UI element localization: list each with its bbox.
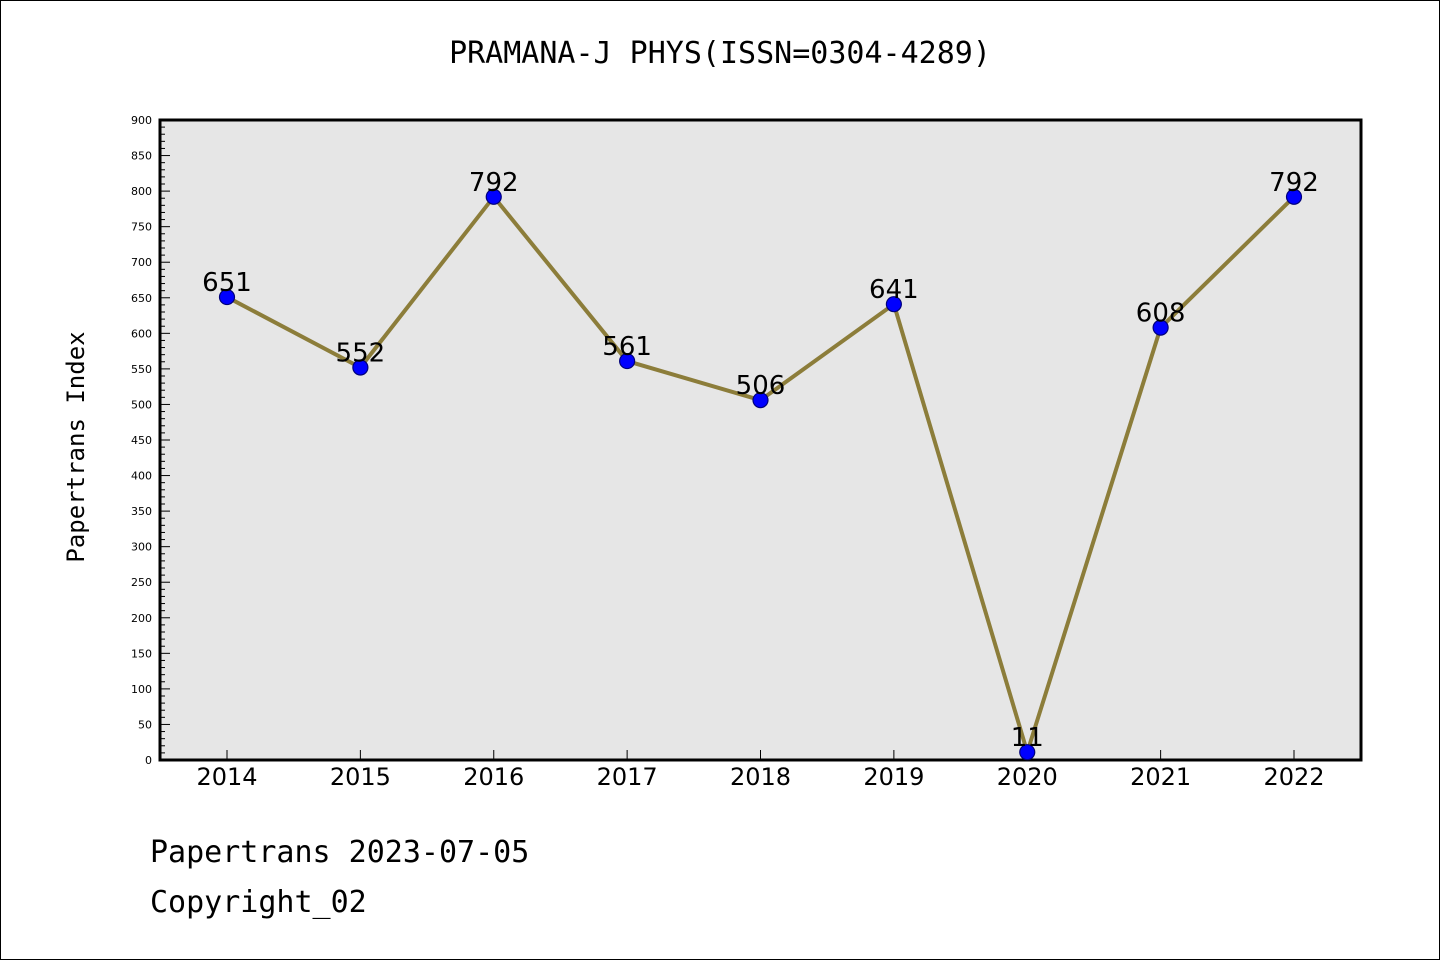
- data-point: [752, 392, 769, 409]
- data-point: [1285, 188, 1303, 205]
- y-tick-label: 700: [131, 256, 152, 269]
- y-tick-label: 100: [131, 683, 152, 696]
- data-label: 641: [869, 275, 919, 305]
- data-point: [218, 288, 236, 306]
- chart-title: PRAMANA-J PHYS(ISSN=0304-4289): [449, 36, 991, 71]
- x-tick-label: 2022: [1263, 763, 1324, 791]
- data-label: 608: [1136, 299, 1186, 329]
- y-tick-label: 850: [131, 150, 152, 163]
- y-tick-label: 300: [131, 541, 152, 554]
- y-tick-label: 900: [131, 114, 152, 127]
- y-axis-label: Papertrans Index: [62, 331, 90, 562]
- data-label: 792: [1269, 168, 1319, 198]
- y-tick-label: 350: [131, 505, 152, 518]
- data-point: [352, 359, 369, 376]
- footer-date: Papertrans 2023-07-05: [150, 835, 530, 870]
- data-point: [485, 188, 502, 205]
- data-point: [619, 352, 636, 370]
- x-tick-label: 2017: [597, 763, 658, 791]
- data-label: 561: [602, 332, 652, 362]
- y-tick-label: 150: [131, 647, 152, 660]
- data-point: [1019, 744, 1036, 761]
- data-label: 506: [736, 371, 786, 401]
- y-tick-label: 400: [131, 470, 152, 483]
- footer-copyright: Copyright_02: [150, 885, 367, 920]
- y-tick-label: 750: [131, 221, 152, 234]
- y-tick-label: 250: [131, 576, 152, 589]
- x-axis-ticks: 2014 2015 2016 2017 2018 2019 2020 2021 2022: [196, 750, 1325, 791]
- y-tick-label: 650: [131, 292, 152, 305]
- y-tick-label: 0: [145, 754, 152, 767]
- data-point: [1152, 319, 1169, 336]
- y-tick-label: 550: [131, 363, 152, 376]
- y-tick-label: 50: [138, 718, 152, 731]
- y-tick-label: 200: [131, 612, 152, 625]
- y-tick-label: 450: [131, 434, 152, 447]
- y-tick-label: 500: [131, 398, 152, 411]
- y-tick-label: 800: [131, 185, 152, 198]
- series-group: 651 552 792 561 506 641 11 608 792: [202, 168, 1319, 761]
- data-point: [885, 296, 902, 313]
- y-axis-ticks: 0 50 100 150 200 250 300 350 400 450 500 550 600 650 7…: [131, 114, 170, 767]
- x-tick-label: 2015: [330, 763, 391, 791]
- x-tick-label: 2016: [463, 763, 524, 791]
- x-tick-label: 2020: [997, 763, 1058, 791]
- data-label: 11: [1011, 723, 1044, 753]
- x-tick-label: 2021: [1130, 763, 1191, 791]
- data-label: 651: [202, 268, 252, 298]
- data-label: 552: [336, 338, 386, 368]
- x-tick-label: 2018: [730, 763, 791, 791]
- plot-area: [158, 118, 1363, 762]
- y-tick-label: 600: [131, 327, 152, 340]
- x-tick-label: 2019: [863, 763, 924, 791]
- data-label: 792: [469, 168, 519, 198]
- x-tick-label: 2014: [196, 763, 257, 791]
